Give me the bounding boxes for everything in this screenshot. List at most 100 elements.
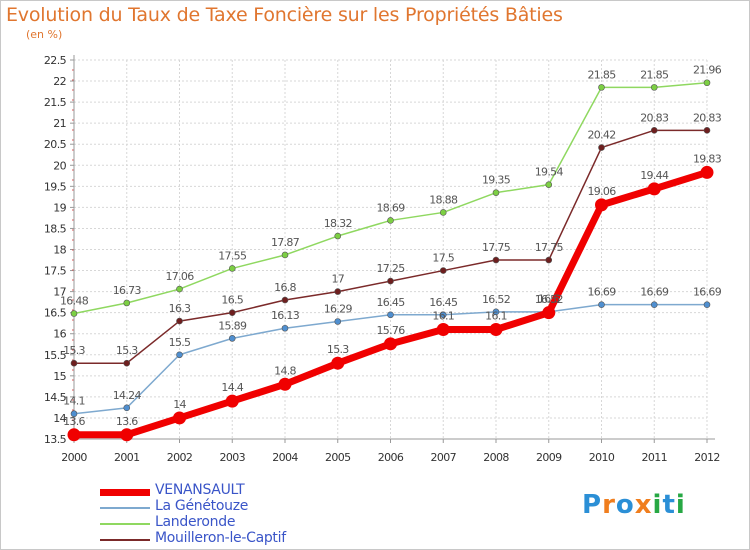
x-tick-label: 2012 bbox=[694, 451, 720, 464]
logo-letter: i bbox=[652, 490, 663, 520]
data-point-mouilleron-le-captif bbox=[387, 277, 394, 285]
data-point-mouilleron-le-captif bbox=[228, 309, 236, 316]
axes: 13.5 14 14.5 15 15.5 16 16.5 17 17.5 18 18.5 19 19.5… bbox=[44, 54, 720, 464]
data-point-mouilleron-le-captif bbox=[70, 359, 78, 367]
data-label-la-g-n-touze: 16.13 bbox=[271, 309, 300, 322]
y-tick-label: 20 bbox=[53, 159, 66, 172]
data-point-landeronde bbox=[228, 265, 236, 272]
data-label-venansault: 15.76 bbox=[377, 324, 406, 337]
data-label-mouilleron-le-captif: 16.5 bbox=[221, 294, 243, 307]
y-tick-label: 13.5 bbox=[44, 433, 67, 446]
data-label-landeronde: 21.85 bbox=[588, 68, 617, 81]
data-label-la-g-n-touze: 15.5 bbox=[169, 336, 191, 349]
data-label-landeronde: 21.85 bbox=[640, 68, 669, 81]
data-label-venansault: 16.1 bbox=[432, 310, 454, 323]
legend-label: Landeronde bbox=[155, 514, 236, 530]
data-label-venansault: 16.1 bbox=[485, 310, 507, 323]
data-point-venansault bbox=[67, 428, 81, 442]
data-label-la-g-n-touze: 16.45 bbox=[429, 296, 458, 309]
y-tick-label: 18.5 bbox=[44, 222, 67, 235]
data-point-la-g-n-touze bbox=[703, 301, 711, 308]
data-point-la-g-n-touze bbox=[176, 351, 183, 359]
y-tick-label: 17.5 bbox=[44, 265, 67, 278]
logo-letter: o bbox=[615, 490, 635, 520]
data-label-la-g-n-touze: 16.52 bbox=[535, 293, 563, 306]
data-label-la-g-n-touze: 14.24 bbox=[113, 389, 142, 402]
x-tick-label: 2006 bbox=[378, 451, 404, 464]
data-point-mouilleron-le-captif bbox=[334, 288, 342, 295]
data-point-venansault bbox=[278, 377, 292, 391]
data-point-venansault bbox=[384, 337, 397, 351]
x-tick-label: 2007 bbox=[430, 451, 456, 464]
data-label-venansault: 19.44 bbox=[640, 169, 669, 182]
x-tick-label: 2003 bbox=[219, 451, 245, 464]
y-tick-label: 16 bbox=[53, 328, 66, 341]
data-label-landeronde: 19.54 bbox=[535, 166, 564, 179]
legend-swatch bbox=[100, 523, 150, 525]
x-tick-label: 2000 bbox=[61, 451, 87, 464]
legend-swatch bbox=[100, 539, 150, 541]
data-label-la-g-n-touze: 16.29 bbox=[324, 303, 353, 316]
x-tick-label: 2002 bbox=[167, 451, 193, 464]
x-tick-label: 2004 bbox=[272, 451, 298, 464]
data-point-la-g-n-touze bbox=[123, 404, 131, 412]
data-point-mouilleron-le-captif bbox=[545, 256, 553, 264]
data-point-landeronde bbox=[123, 299, 131, 307]
data-point-landeronde bbox=[439, 209, 447, 216]
data-label-mouilleron-le-captif: 20.83 bbox=[693, 111, 722, 124]
data-label-la-g-n-touze: 15.89 bbox=[218, 319, 247, 332]
data-label-landeronde: 21.96 bbox=[693, 64, 722, 77]
y-tick-label: 20.5 bbox=[44, 138, 67, 151]
x-tick-label: 2005 bbox=[325, 451, 351, 464]
data-label-la-g-n-touze: 16.52 bbox=[482, 293, 510, 306]
data-point-venansault bbox=[120, 428, 134, 442]
data-label-mouilleron-le-captif: 17.75 bbox=[482, 241, 511, 254]
chart-subtitle: (en %) bbox=[26, 28, 63, 41]
legend-label: La Génétouze bbox=[155, 498, 249, 514]
data-point-la-g-n-touze bbox=[334, 318, 342, 325]
series-group bbox=[67, 79, 714, 442]
data-point-la-g-n-touze bbox=[387, 311, 394, 319]
logo-letter: i bbox=[675, 490, 686, 520]
data-point-landeronde bbox=[492, 189, 500, 196]
data-point-la-g-n-touze bbox=[281, 324, 289, 332]
data-point-la-g-n-touze bbox=[650, 301, 658, 308]
data-label-la-g-n-touze: 16.69 bbox=[640, 286, 669, 299]
legend-swatch bbox=[100, 507, 150, 509]
data-label-landeronde: 18.88 bbox=[429, 193, 458, 206]
data-label-landeronde: 17.06 bbox=[166, 270, 195, 283]
y-tick-label: 15 bbox=[53, 370, 66, 383]
data-point-venansault bbox=[595, 198, 608, 212]
data-point-landeronde bbox=[545, 181, 553, 188]
data-label-la-g-n-touze: 16.69 bbox=[693, 286, 722, 299]
data-label-venansault: 19.06 bbox=[588, 185, 617, 198]
y-tick-label: 22.5 bbox=[44, 54, 67, 67]
data-label-landeronde: 19.35 bbox=[482, 174, 511, 187]
y-tick-label: 16.5 bbox=[44, 307, 67, 320]
y-tick-label: 19 bbox=[53, 201, 66, 214]
data-point-landeronde bbox=[176, 285, 183, 293]
data-label-venansault: 13.6 bbox=[116, 415, 138, 428]
logo-letter: r bbox=[602, 490, 616, 520]
data-point-mouilleron-le-captif bbox=[281, 296, 289, 304]
data-point-la-g-n-touze bbox=[70, 410, 78, 418]
data-point-landeronde bbox=[387, 217, 394, 224]
data-point-la-g-n-touze bbox=[439, 311, 447, 319]
data-point-mouilleron-le-captif bbox=[123, 359, 131, 367]
data-point-mouilleron-le-captif bbox=[492, 256, 500, 264]
data-label-landeronde: 16.48 bbox=[60, 295, 89, 308]
data-label-mouilleron-le-captif: 15.3 bbox=[63, 344, 85, 357]
grid bbox=[73, 59, 708, 440]
logo-letter: t bbox=[662, 490, 676, 520]
x-tick-label: 2008 bbox=[483, 451, 509, 464]
y-tick-label: 22 bbox=[53, 75, 66, 88]
data-label-venansault: 19.83 bbox=[693, 152, 722, 165]
data-point-mouilleron-le-captif bbox=[650, 127, 658, 134]
y-tick-label: 17 bbox=[53, 286, 66, 299]
data-label-mouilleron-le-captif: 17.25 bbox=[377, 262, 406, 275]
data-labels: 16.48 16.73 17.06 17.55 17.87 18.32 18.69 18.88… bbox=[60, 64, 722, 428]
data-label-mouilleron-le-captif: 16.8 bbox=[274, 281, 296, 294]
data-point-venansault bbox=[489, 323, 503, 337]
data-point-la-g-n-touze bbox=[598, 301, 605, 308]
y-tick-label: 14 bbox=[53, 412, 66, 425]
